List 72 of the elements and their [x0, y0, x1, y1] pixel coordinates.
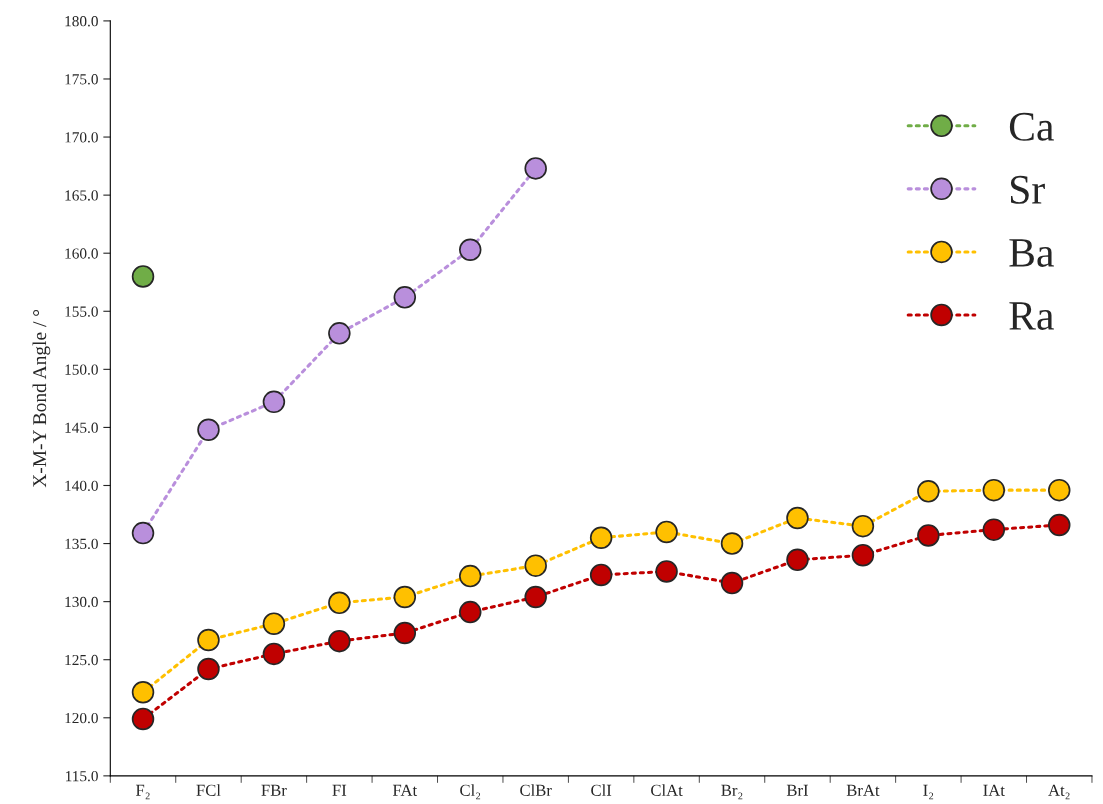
point [720, 571, 744, 595]
point [197, 628, 220, 652]
y-tick-label: 135.0 [65, 538, 98, 550]
y-tick-label: 160.0 [65, 248, 98, 259]
y-tick-label: 140.0 [65, 480, 98, 492]
point [524, 157, 547, 180]
point [328, 629, 351, 653]
point [131, 521, 155, 545]
x-tick-label: At₂ [1048, 784, 1070, 800]
point [589, 563, 613, 587]
y-tick-label: 150.0 [65, 364, 98, 375]
point [262, 642, 286, 666]
point [393, 286, 417, 309]
point [786, 506, 809, 530]
point [655, 560, 678, 583]
x-tick-label: FBr [261, 784, 287, 796]
x-tick-label: I₂ [923, 784, 934, 800]
x-tick-label: ClBr [520, 784, 552, 796]
x-tick-label: ClAt [651, 784, 683, 796]
x-tick-label: ClI [591, 784, 612, 796]
point [720, 532, 744, 555]
point [1047, 478, 1071, 502]
point [131, 707, 155, 731]
y-tick-label: 180.0 [65, 16, 98, 27]
y-tick-label: 115.0 [66, 771, 98, 782]
x-tick-label: Br₂ [721, 784, 743, 800]
point [262, 390, 286, 414]
point [393, 585, 417, 609]
legend-label: Sr [1010, 175, 1045, 204]
point [851, 543, 875, 567]
point [197, 418, 220, 441]
x-tick-label: F₂ [135, 784, 150, 800]
y-axis-title: X-M-Y Bond Angle / ° [32, 309, 51, 488]
y-tick-label: 165.0 [65, 190, 98, 201]
y-tick-label: 175.0 [65, 74, 98, 85]
y-tick-label: 120.0 [65, 712, 98, 724]
point [851, 514, 875, 538]
point [458, 564, 482, 588]
point [1047, 513, 1071, 537]
point [131, 680, 155, 704]
x-tick-label: IAt [983, 784, 1005, 796]
point [328, 591, 351, 615]
point [655, 520, 678, 544]
x-tick-label: BrAt [846, 784, 880, 796]
point [458, 238, 482, 261]
point [982, 478, 1006, 502]
x-tick-label: Cl₂ [460, 784, 481, 800]
point [458, 600, 482, 624]
x-tick-label: FI [332, 784, 347, 796]
point [262, 612, 286, 635]
y-tick-label: 145.0 [65, 422, 98, 433]
y-tick-label: 170.0 [65, 132, 98, 143]
point [328, 322, 351, 345]
x-tick-label: BrI [786, 784, 808, 796]
y-tick-label: 155.0 [65, 306, 98, 317]
point [393, 621, 417, 645]
x-tick-label: FAt [392, 784, 418, 796]
legend-label: Ra [1009, 302, 1054, 330]
point [197, 657, 220, 681]
y-tick-label: 130.0 [65, 596, 98, 608]
point [982, 518, 1006, 541]
point [786, 548, 809, 572]
y-tick-label: 125.0 [65, 654, 98, 666]
point [131, 265, 155, 288]
legend-label: Ca [1009, 112, 1054, 141]
point [589, 526, 613, 550]
point [917, 524, 940, 547]
x-tick-label: FCl [196, 784, 221, 796]
point [524, 585, 547, 609]
legend-label: Ba [1009, 239, 1054, 267]
point [524, 554, 547, 577]
point [917, 480, 940, 503]
